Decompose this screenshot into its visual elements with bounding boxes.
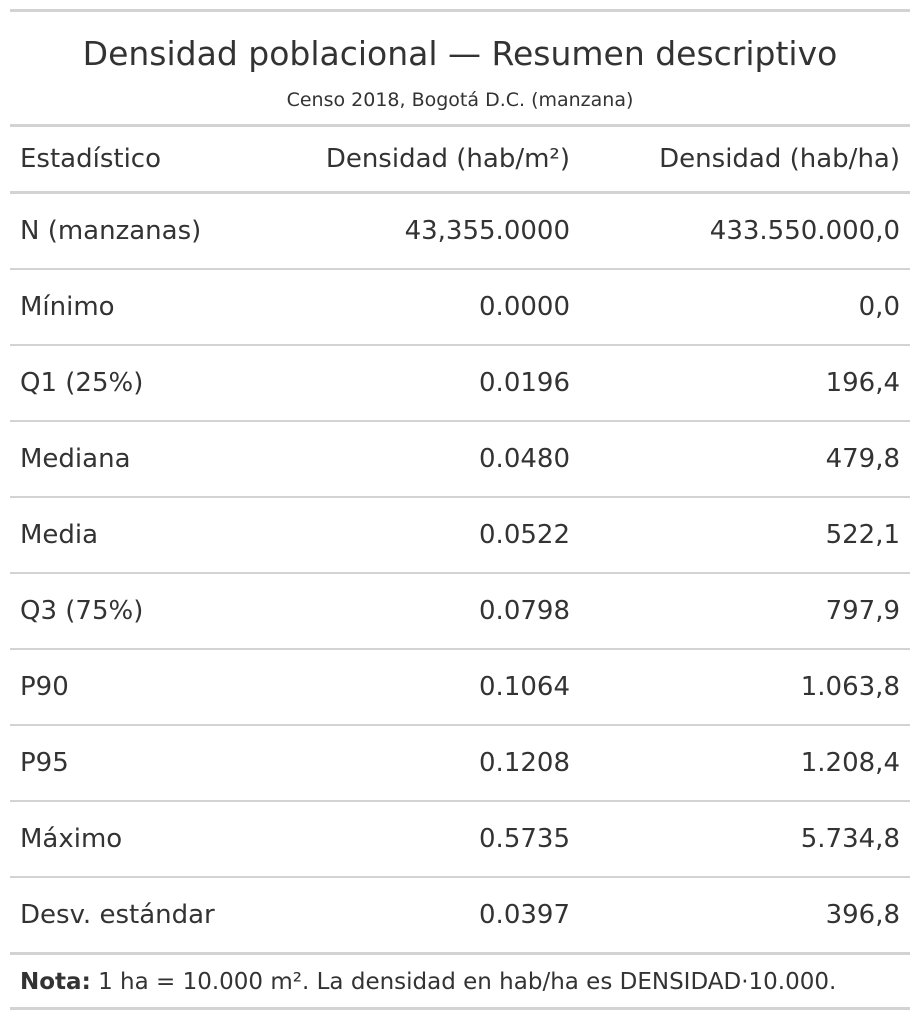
cell-density-m2: 0.1208 — [272, 724, 580, 801]
row-label: P90 — [10, 648, 272, 725]
table-row: Máximo 0.5735 5.734,8 — [10, 800, 910, 877]
footnote: Nota: 1 ha = 10.000 m². La densidad en h… — [10, 955, 910, 1003]
cell-density-ha: 5.734,8 — [580, 800, 910, 877]
table-subtitle: Censo 2018, Bogotá D.C. (manzana) — [286, 89, 634, 111]
cell-density-m2: 43,355.0000 — [272, 191, 580, 269]
cell-density-ha: 1.063,8 — [580, 648, 910, 725]
cell-density-m2: 0.0000 — [272, 268, 580, 345]
cell-density-m2: 0.0196 — [272, 344, 580, 421]
table-row: Mediana 0.0480 479,8 — [10, 420, 910, 497]
summary-table-container: Densidad poblacional — Resumen descripti… — [10, 9, 910, 1010]
table-row: Media 0.0522 522,1 — [10, 496, 910, 573]
cell-density-ha: 479,8 — [580, 420, 910, 497]
table-row: P90 0.1064 1.063,8 — [10, 648, 910, 725]
row-label: Desv. estándar — [10, 876, 272, 955]
table-row: N (manzanas) 43,355.0000 433.550.000,0 — [10, 191, 910, 269]
cell-density-m2: 0.0480 — [272, 420, 580, 497]
header-rule — [10, 124, 910, 127]
cell-density-m2: 0.0522 — [272, 496, 580, 573]
cell-density-ha: 522,1 — [580, 496, 910, 573]
column-header-density-m2: Densidad (hab/m²) — [325, 144, 570, 174]
row-label: Media — [10, 496, 272, 573]
cell-density-ha: 433.550.000,0 — [580, 191, 910, 269]
stats-table: Estadístico Densidad (hab/m²) Densidad (… — [10, 127, 910, 955]
table-title: Densidad poblacional — Resumen descripti… — [82, 34, 838, 73]
footnote-text: 1 ha = 10.000 m². La densidad en hab/ha … — [90, 969, 837, 995]
row-label: P95 — [10, 724, 272, 801]
table-row: Mínimo 0.0000 0,0 — [10, 268, 910, 345]
cell-density-m2: 0.1064 — [272, 648, 580, 725]
cell-density-m2: 0.0798 — [272, 572, 580, 649]
column-header-statistic: Estadístico — [20, 144, 161, 174]
row-label: Mínimo — [10, 268, 272, 345]
row-label: Q1 (25%) — [10, 344, 272, 421]
table-row: Q1 (25%) 0.0196 196,4 — [10, 344, 910, 421]
cell-density-ha: 396,8 — [580, 876, 910, 955]
cell-density-ha: 196,4 — [580, 344, 910, 421]
cell-density-ha: 797,9 — [580, 572, 910, 649]
table-row: Desv. estándar 0.0397 396,8 — [10, 876, 910, 955]
cell-density-m2: 0.0397 — [272, 876, 580, 955]
bottom-rule — [10, 1007, 910, 1010]
row-label: Q3 (75%) — [10, 572, 272, 649]
table-row: Q3 (75%) 0.0798 797,9 — [10, 572, 910, 649]
table-row: P95 0.1208 1.208,4 — [10, 724, 910, 801]
row-label: Mediana — [10, 420, 272, 497]
column-header-density-ha: Densidad (hab/ha) — [659, 144, 900, 174]
cell-density-ha: 0,0 — [580, 268, 910, 345]
footnote-label: Nota: — [20, 969, 91, 995]
cell-density-ha: 1.208,4 — [580, 724, 910, 801]
header-row: Estadístico Densidad (hab/m²) Densidad (… — [10, 127, 910, 193]
top-rule — [10, 9, 910, 12]
row-label: Máximo — [10, 800, 272, 877]
cell-density-m2: 0.5735 — [272, 800, 580, 877]
row-label: N (manzanas) — [10, 191, 272, 269]
